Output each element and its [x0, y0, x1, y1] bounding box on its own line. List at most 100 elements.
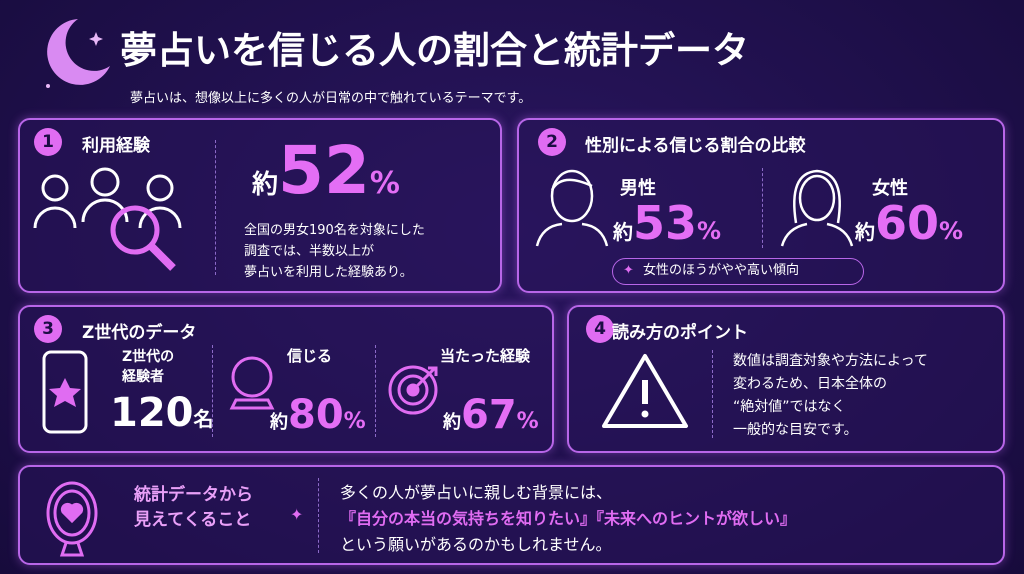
stat: 120名 — [110, 390, 214, 436]
unit: % — [369, 166, 400, 201]
icon-part — [138, 206, 182, 229]
crystal-ball-icon — [229, 356, 275, 410]
icon-part — [535, 222, 609, 247]
line: 変わるため、日本全体の — [733, 376, 887, 392]
card-title: 利用経験 — [82, 136, 150, 156]
icon-part — [81, 198, 129, 223]
warning-icon — [602, 354, 688, 428]
icon-part — [397, 374, 429, 406]
divider — [762, 168, 763, 248]
line: 夢占いを利用した経験あり。 — [244, 265, 413, 280]
icon-part — [229, 398, 275, 410]
icon-part — [641, 410, 649, 418]
stat-value: 80 — [288, 392, 344, 438]
unit: % — [939, 217, 964, 245]
icon-part — [110, 205, 160, 255]
stat: 約53% — [613, 196, 721, 250]
divider — [215, 140, 216, 275]
card-title: 性別による信じる割合の比較 — [585, 136, 806, 156]
icon-part — [90, 167, 120, 197]
subtitle: 夢占いは、想像以上に多くの人が日常の中で触れているテーマです。 — [130, 91, 532, 106]
prefix: 約 — [252, 170, 279, 200]
icon-part — [550, 169, 594, 223]
sparkle: ✦ — [623, 263, 634, 278]
line: 統計データから — [134, 485, 253, 505]
stat: 約52% — [252, 132, 400, 209]
card-gender — [517, 118, 1005, 293]
icon-part — [41, 174, 69, 202]
icon-part — [89, 32, 103, 46]
line: という願いがあるのかもしれません。 — [340, 535, 612, 554]
title: 夢占いを信じる人の割合と統計データ — [120, 29, 749, 72]
phone-icon — [42, 350, 88, 434]
stat-value: 52 — [278, 132, 370, 209]
stat-value: 53 — [633, 196, 698, 250]
unit: % — [697, 217, 722, 245]
unit: 名 — [193, 407, 214, 431]
label: Z世代の経験者 — [122, 347, 174, 387]
highlight-line: 『自分の本当の気持ちを知りたい』『未来へのヒントが欲しい』 — [340, 509, 797, 528]
icon-part — [411, 366, 438, 392]
card-title: 読み方のポイント — [612, 323, 748, 343]
footer-text: 多くの人が夢占いに親しむ背景には、 『自分の本当の気持ちを知りたい』『未来へのヒン… — [340, 480, 796, 558]
label: 信じる — [287, 347, 333, 365]
moon-icon — [46, 19, 110, 88]
note-pill: ✦ 女性のほうがやや高い傾向 — [612, 258, 864, 285]
icon-part — [60, 502, 84, 524]
line: 調査では、半数以上が — [244, 244, 375, 259]
description: 数値は調査対象や方法によって 変わるため、日本全体の “絶対値”ではなく 一般的な目安… — [733, 350, 928, 442]
divider — [212, 345, 213, 437]
stat: 約80% — [270, 392, 366, 438]
label: 女性 — [872, 178, 908, 199]
card-usage — [18, 118, 502, 293]
divider — [318, 478, 319, 553]
icon-part — [388, 365, 438, 415]
mirror-icon — [46, 481, 98, 557]
icon-part — [47, 19, 110, 85]
description: 全国の男女190名を対象にした 調査では、半数以上が 夢占いを利用した経験あり。 — [244, 220, 425, 283]
icon-part — [793, 169, 841, 224]
target-icon — [388, 365, 438, 415]
icon-part — [780, 222, 854, 247]
male-icon — [535, 169, 609, 247]
card-points — [567, 305, 1005, 453]
line: 一般的な目安です。 — [733, 422, 858, 438]
card-number: 2 — [538, 128, 566, 156]
female-icon — [780, 169, 854, 247]
line: 数値は調査対象や方法によって — [733, 353, 928, 369]
prefix: 約 — [270, 412, 288, 433]
icon-part — [53, 489, 91, 537]
sparkle: ✦ — [290, 505, 304, 524]
icon-part — [231, 356, 273, 398]
line: Z世代の — [122, 349, 175, 365]
icon-part — [146, 174, 174, 202]
icon-part — [49, 378, 81, 407]
divider — [712, 350, 713, 438]
prefix: 約 — [855, 220, 875, 244]
line: “絶対値”ではなく — [733, 399, 846, 415]
stat-value: 67 — [461, 392, 517, 438]
stat: 約60% — [855, 196, 963, 250]
stat-value: 60 — [875, 196, 940, 250]
icon-part — [46, 481, 98, 545]
card-number: 3 — [34, 315, 62, 343]
note: 女性のほうがやや高い傾向 — [643, 263, 800, 278]
icon-part — [550, 178, 593, 191]
line: 見えてくること — [134, 510, 252, 530]
stat-value: 120 — [110, 390, 194, 436]
unit: % — [516, 409, 539, 434]
card-number: 4 — [586, 315, 614, 343]
icon-part — [33, 206, 77, 229]
card-genz — [18, 305, 554, 453]
unit: % — [343, 409, 366, 434]
footer-label: 統計データから 見えてくること — [134, 483, 253, 533]
line: 経験者 — [122, 369, 164, 385]
stat: 約67% — [443, 392, 539, 438]
icon-part — [798, 174, 836, 222]
divider — [375, 345, 376, 437]
people-search-icon — [33, 167, 182, 271]
label: 男性 — [620, 178, 656, 199]
icon-part — [46, 84, 50, 88]
icon-part — [602, 354, 688, 428]
